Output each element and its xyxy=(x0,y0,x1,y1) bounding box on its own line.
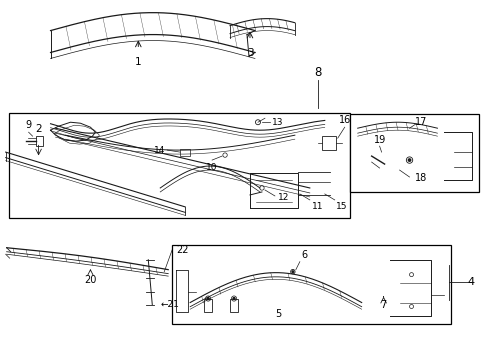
Text: 1: 1 xyxy=(135,57,142,67)
Text: 16: 16 xyxy=(338,115,350,125)
Text: 13: 13 xyxy=(271,118,283,127)
Circle shape xyxy=(233,298,235,300)
Circle shape xyxy=(291,271,293,273)
Text: 12: 12 xyxy=(277,193,289,202)
Bar xyxy=(180,149,190,156)
Text: 10: 10 xyxy=(206,163,217,172)
Text: 2: 2 xyxy=(35,125,42,135)
Text: 5: 5 xyxy=(274,310,281,319)
Text: 22: 22 xyxy=(176,245,188,255)
Text: 18: 18 xyxy=(414,173,427,183)
Text: 6: 6 xyxy=(301,250,307,260)
Circle shape xyxy=(407,159,410,161)
Text: 11: 11 xyxy=(311,202,323,211)
Text: 4: 4 xyxy=(467,276,474,287)
Bar xyxy=(9,113,349,218)
Text: 17: 17 xyxy=(414,117,427,127)
Text: 7: 7 xyxy=(380,300,386,310)
Text: 19: 19 xyxy=(373,135,385,145)
Bar xyxy=(349,114,478,192)
Text: 9: 9 xyxy=(25,120,32,130)
Bar xyxy=(172,245,450,324)
Bar xyxy=(229,298,238,312)
Text: 8: 8 xyxy=(313,66,321,79)
Circle shape xyxy=(207,298,209,300)
Bar xyxy=(203,298,212,312)
Bar xyxy=(36,136,42,146)
Text: 15: 15 xyxy=(335,202,347,211)
Text: 20: 20 xyxy=(84,275,97,285)
Text: 14: 14 xyxy=(154,145,165,154)
Bar xyxy=(321,136,335,150)
Text: ←21: ←21 xyxy=(160,300,179,309)
Text: 3: 3 xyxy=(246,49,253,58)
